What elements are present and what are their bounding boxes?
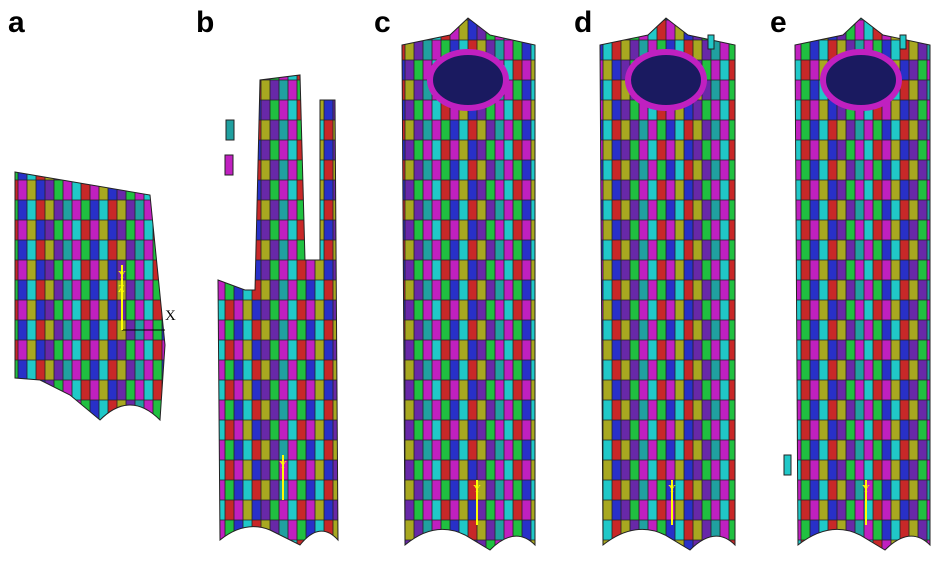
axis-label: Y — [473, 483, 481, 495]
mesh-b — [218, 75, 338, 545]
panel-label: d — [574, 6, 592, 39]
panel-label: e — [770, 6, 787, 39]
axis-label: Y — [118, 269, 126, 281]
fragment — [226, 120, 234, 140]
mesh-d — [600, 18, 735, 550]
axis-label: Y — [668, 483, 676, 495]
mesh-e — [784, 18, 930, 550]
mesh-c — [402, 18, 535, 550]
figure: X Y Z Y Y Y Y a b c d e — [0, 0, 931, 581]
axis-label: Y — [279, 459, 287, 471]
axis-label: Y — [862, 483, 870, 495]
mesh-a — [15, 172, 165, 420]
axis-label: X — [165, 308, 176, 324]
panel-label: b — [196, 6, 214, 39]
panel-label: c — [374, 6, 391, 39]
axis-label: Z — [118, 283, 125, 295]
panel-label: a — [8, 6, 25, 39]
fragment — [225, 155, 233, 175]
